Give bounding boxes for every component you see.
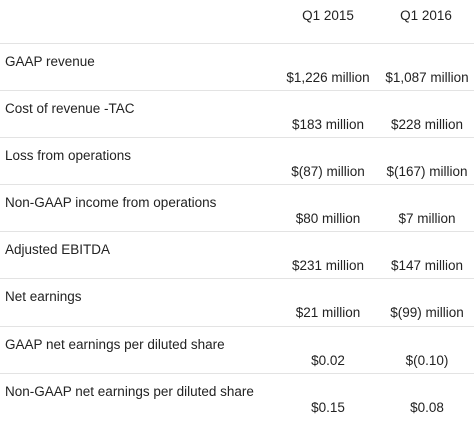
value-q1-2015: $80 million: [295, 211, 361, 226]
metric-label: Net earnings: [5, 289, 82, 304]
table-row: GAAP net earnings per diluted share $0.0…: [0, 326, 474, 373]
value-q1-2015: $183 million: [291, 117, 365, 132]
value-q1-2015: $21 million: [295, 305, 361, 320]
value-q1-2016: $0.08: [410, 400, 444, 415]
metric-label: Adjusted EBITDA: [5, 242, 111, 257]
value-q1-2016: $(167) million: [386, 164, 468, 179]
metric-label: Non-GAAP net earnings per diluted share: [5, 384, 254, 399]
table-row: Net earnings $21 million $(99) million: [0, 278, 474, 325]
table-row: Adjusted EBITDA $231 million $147 millio…: [0, 231, 474, 278]
metric-label: GAAP revenue: [5, 54, 95, 69]
value-q1-2016: $1,087 million: [385, 70, 469, 85]
table-row: Loss from operations $(87) million $(167…: [0, 137, 474, 184]
value-q1-2016: $(0.10): [405, 353, 449, 368]
value-q1-2015: $0.15: [311, 400, 345, 415]
metric-label: GAAP net earnings per diluted share: [5, 337, 225, 352]
metric-label: Loss from operations: [5, 148, 132, 163]
table-row: GAAP revenue $1,226 million $1,087 milli…: [0, 43, 474, 90]
table-row: Cost of revenue -TAC $183 million $228 m…: [0, 90, 474, 137]
metric-label: Non-GAAP income from operations: [5, 195, 217, 210]
value-q1-2015: $(87) million: [291, 164, 365, 179]
value-q1-2016: $7 million: [398, 211, 456, 226]
value-q1-2016: $147 million: [390, 258, 464, 273]
column-header-q1-2015: Q1 2015: [302, 8, 354, 23]
value-q1-2016: $(99) million: [390, 305, 464, 320]
table-header: Q1 2015 Q1 2016: [0, 0, 474, 36]
column-header-q1-2016: Q1 2016: [400, 8, 452, 23]
value-q1-2016: $228 million: [390, 117, 464, 132]
table-row: Non-GAAP income from operations $80 mill…: [0, 184, 474, 231]
value-q1-2015: $0.02: [311, 353, 345, 368]
metric-label: Cost of revenue -TAC: [5, 101, 135, 116]
value-q1-2015: $1,226 million: [286, 70, 370, 85]
table-row: Non-GAAP net earnings per diluted share …: [0, 373, 474, 420]
value-q1-2015: $231 million: [291, 258, 365, 273]
